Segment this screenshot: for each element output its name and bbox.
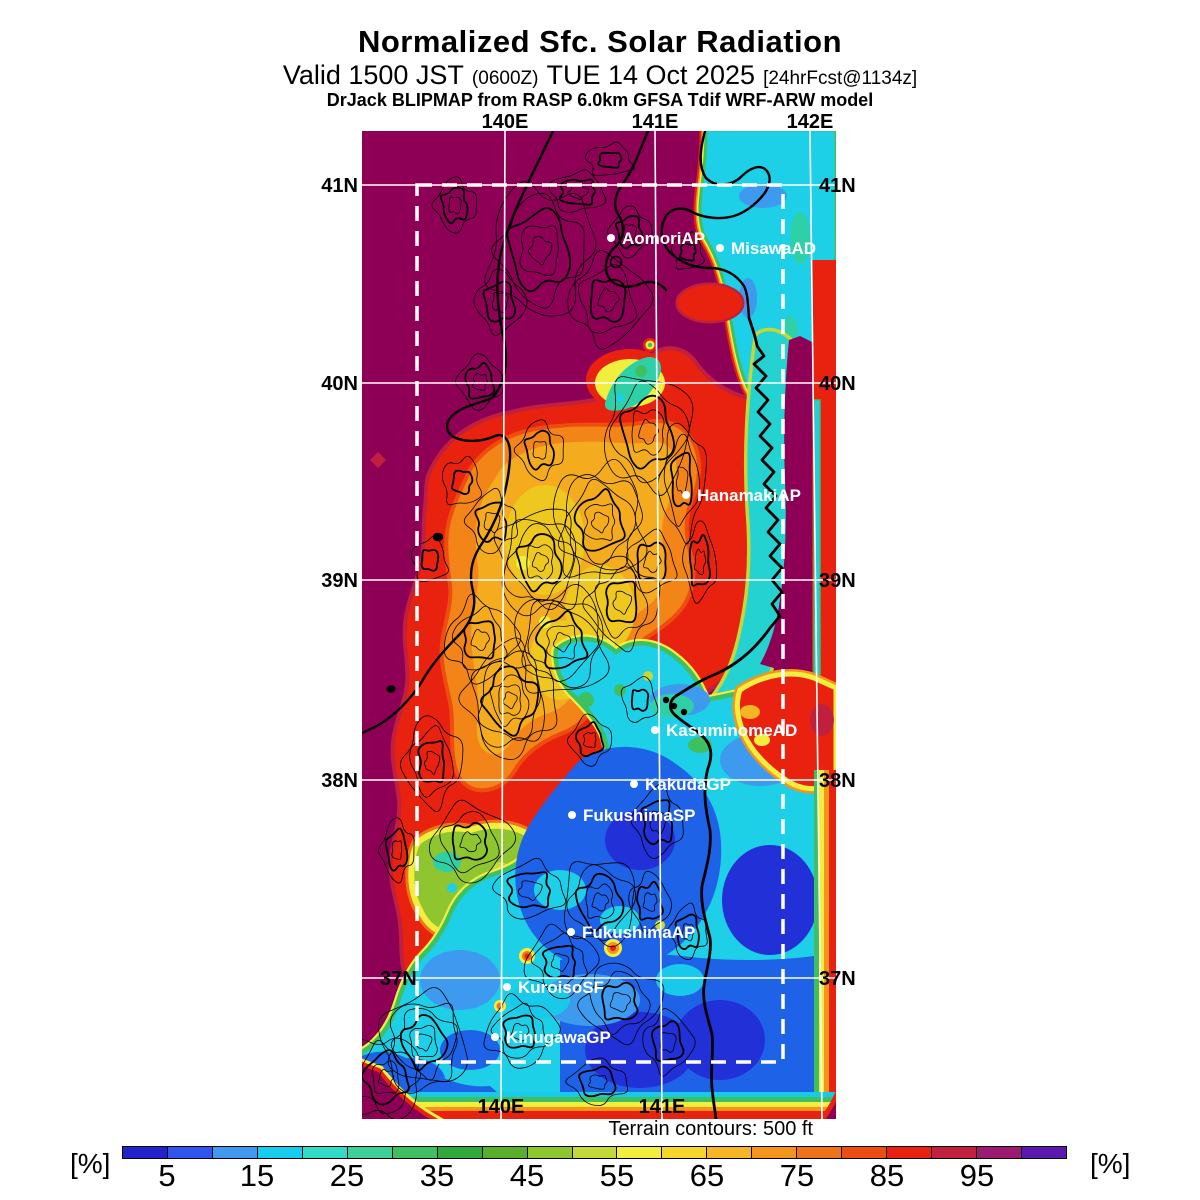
- station-label: KasuminomeAD: [666, 721, 797, 740]
- coastline-pacific: [669, 316, 784, 1119]
- station-label: FukushimaAP: [582, 923, 695, 942]
- lon-label-top: 141E: [632, 111, 679, 133]
- station-marker: [607, 234, 615, 242]
- colorbar-segment: [932, 1147, 978, 1158]
- lat-label-left: 41N: [321, 175, 358, 197]
- lon-label-top: 142E: [787, 111, 834, 133]
- colorbar-segment: [977, 1147, 1023, 1158]
- colorbar-tick: 85: [869, 1158, 905, 1193]
- page-title: Normalized Sfc. Solar Radiation: [357, 24, 843, 59]
- colorbar-unit-left: [%]: [70, 1148, 111, 1179]
- lon-label-bottom: 140E: [478, 1096, 525, 1118]
- colorbar-segment: [437, 1147, 483, 1158]
- lon-label-bottom: 141E: [639, 1096, 686, 1118]
- lake-towada: [609, 255, 623, 269]
- colorbar-tick: 35: [419, 1158, 455, 1193]
- station-label: KuroisoSF: [518, 978, 604, 997]
- colorbar-segment: [617, 1147, 663, 1158]
- station-marker: [491, 1033, 499, 1041]
- radiation-field: [362, 131, 836, 1119]
- station-marker: [630, 780, 638, 788]
- islet: [386, 685, 396, 693]
- coastline: [362, 131, 784, 1119]
- model-domain-box: [415, 183, 785, 1064]
- station-label: KakudaGP: [645, 775, 731, 794]
- islet: [680, 708, 688, 716]
- colorbar-tick: 75: [779, 1158, 815, 1193]
- lat-label-left: 38N: [321, 770, 358, 792]
- lat-label-left: 39N: [321, 570, 358, 592]
- colorbar-segment: [527, 1147, 573, 1158]
- colorbar-segment: [1022, 1147, 1067, 1158]
- valid-prefix: Valid 1500 JST: [282, 60, 464, 90]
- colorbar: [122, 1146, 1067, 1159]
- lat-label-right: 37N: [819, 968, 856, 990]
- station-label: HanamakiAP: [697, 486, 801, 505]
- colorbar-segment: [842, 1147, 888, 1158]
- colorbar-segment: [123, 1147, 168, 1158]
- station-marker: [503, 983, 511, 991]
- islet: [662, 696, 670, 704]
- islet: [670, 702, 678, 710]
- colorbar-tick: 25: [329, 1158, 365, 1193]
- colorbar-tick: 45: [509, 1158, 545, 1193]
- colorbar-segment: [797, 1147, 843, 1158]
- colorbar-segment: [887, 1147, 933, 1158]
- valid-date: TUE 14 Oct 2025: [546, 60, 756, 90]
- valid-line: Valid 1500 JST (0600Z) TUE 14 Oct 2025 [24h…: [0, 60, 1200, 91]
- colorbar-tick: 95: [959, 1158, 995, 1193]
- station-label: AomoriAP: [622, 229, 705, 248]
- station-marker: [568, 811, 576, 819]
- valid-time-utc: (0600Z): [471, 68, 539, 89]
- lat-label-right: 40N: [819, 373, 856, 395]
- coastline-west: [362, 131, 555, 735]
- colorbar-segment: [662, 1147, 708, 1158]
- lat-label-right: 41N: [819, 175, 856, 197]
- station-marker: [682, 491, 690, 499]
- colorbar-tick: 55: [599, 1158, 635, 1193]
- lon-label-top: 140E: [482, 111, 529, 133]
- lat-label-left: 40N: [321, 373, 358, 395]
- station-marker: [651, 726, 659, 734]
- station-label: FukushimaSP: [583, 806, 695, 825]
- forecast-cycle: [24hrFcst@1134z]: [763, 68, 918, 89]
- terrain-note: Terrain contours: 500 ft: [608, 1118, 813, 1140]
- colorbar-tick: 15: [239, 1158, 275, 1193]
- coastline-tsugaru: [604, 131, 668, 292]
- coastline-mutsu-bay: [660, 131, 771, 320]
- colorbar-segment: [707, 1147, 753, 1158]
- station-layer: AomoriAP MisawaAD HanamakiAP KasuminomeAD Ka…: [491, 229, 816, 1047]
- station-label: MisawaAD: [731, 239, 816, 258]
- station-marker: [716, 244, 724, 252]
- colorbar-segment: [257, 1147, 303, 1158]
- colorbar-tick: 5: [158, 1158, 176, 1193]
- colorbar-segment: [392, 1147, 438, 1158]
- colorbar-segment: [302, 1147, 348, 1158]
- colorbar-segment: [347, 1147, 393, 1158]
- model-line: DrJack BLIPMAP from RASP 6.0km GFSA Tdif…: [326, 90, 874, 110]
- graticule-labels: 140E 140E 141E 141E 142E 41N 41N 40N 40N 39N 39N 38…: [321, 111, 855, 1118]
- lat-label-left: 37N: [380, 968, 417, 990]
- colorbar-segment: [482, 1147, 528, 1158]
- station-label: KinugawaGP: [506, 1028, 611, 1047]
- colorbar-segment: [212, 1147, 258, 1158]
- colorbar-unit-right: [%]: [1090, 1148, 1131, 1179]
- colorbar-segment: [572, 1147, 618, 1158]
- colorbar-segment: [167, 1147, 213, 1158]
- islet: [432, 532, 444, 542]
- grid-layer: [362, 130, 836, 1120]
- lat-label-right: 38N: [819, 770, 856, 792]
- lat-label-right: 39N: [819, 570, 856, 592]
- station-marker: [567, 928, 575, 936]
- colorbar-tick: 65: [689, 1158, 725, 1193]
- colorbar-segment: [752, 1147, 798, 1158]
